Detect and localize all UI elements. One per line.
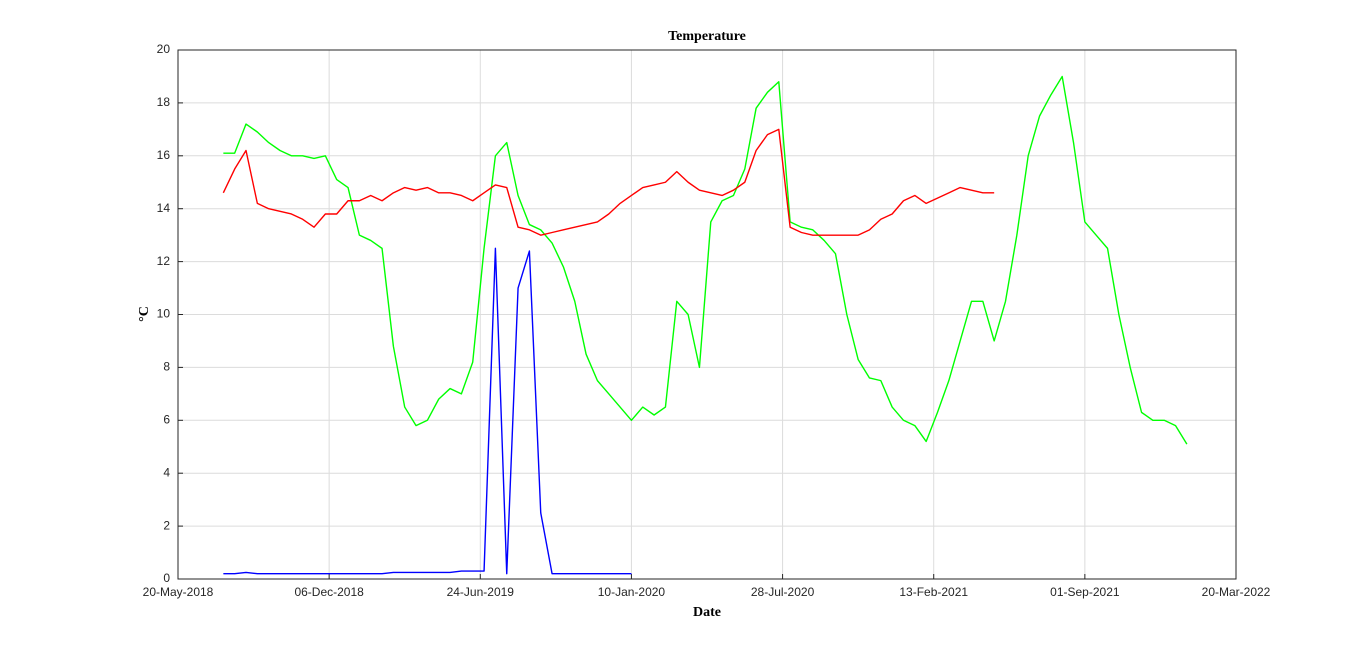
- axes-box: [177, 49, 1237, 580]
- y-tick-label: 14: [157, 201, 171, 215]
- y-tick-label: 4: [163, 465, 170, 479]
- series-line: [223, 75, 1188, 445]
- x-tick-label: 28-Jul-2020: [751, 585, 815, 599]
- x-tick-label: 13-Feb-2021: [899, 585, 968, 599]
- x-tick-label: 10-Jan-2020: [598, 585, 666, 599]
- x-tick-label: 20-Mar-2022: [1202, 585, 1271, 599]
- y-tick-label: 20: [157, 42, 171, 56]
- x-tick-label: 20-May-2018: [143, 585, 214, 599]
- x-axis-label: Date: [693, 605, 721, 620]
- y-tick-label: 16: [157, 148, 171, 162]
- y-tick-label: 18: [157, 95, 171, 109]
- y-axis-label: °C: [137, 306, 152, 322]
- x-tick-label: 01-Sep-2021: [1050, 585, 1120, 599]
- series-line: [223, 247, 632, 575]
- x-tick-label: 06-Dec-2018: [294, 585, 364, 599]
- y-tick-label: 6: [163, 412, 170, 426]
- series-line: [222, 128, 995, 236]
- y-tick-label: 12: [157, 254, 171, 268]
- x-tick-label: 24-Jun-2019: [447, 585, 515, 599]
- lines: [222, 75, 1188, 575]
- y-tick-label: 8: [163, 360, 170, 374]
- chart-title: Temperature: [668, 29, 746, 44]
- y-tick-label: 10: [157, 307, 171, 321]
- y-tick-label: 0: [163, 571, 170, 585]
- y-tick-label: 2: [163, 518, 170, 532]
